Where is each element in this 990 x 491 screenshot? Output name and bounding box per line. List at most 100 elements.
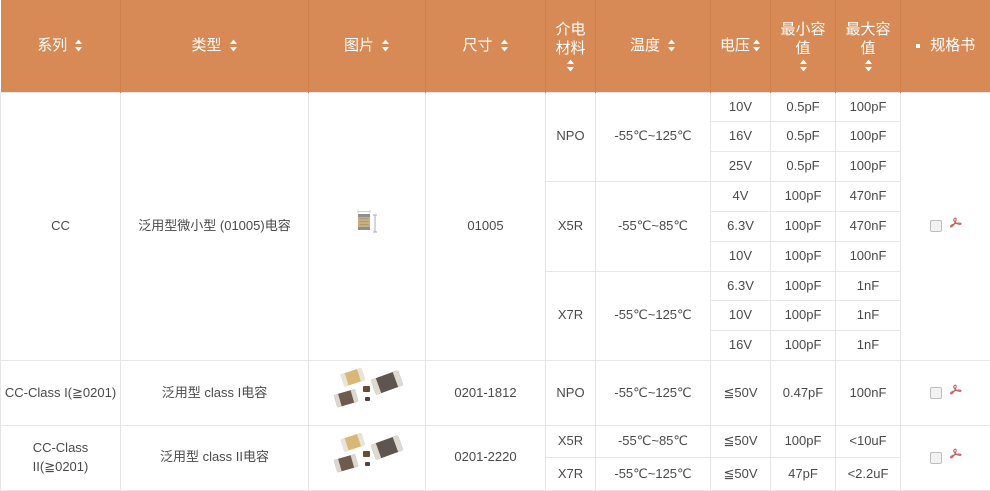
cell-voltage: 10V: [711, 92, 771, 122]
cell-dielectric: X5R: [546, 182, 596, 272]
sort-updown-icon[interactable]: [864, 59, 873, 72]
cell-type: 泛用型 class II电容: [121, 425, 309, 490]
spec-checkbox[interactable]: [930, 387, 942, 399]
spec-controls: [904, 384, 987, 403]
pdf-file-icon[interactable]: [949, 448, 962, 467]
cell-dielectric: X7R: [546, 458, 596, 490]
cell-temperature: -55℃~125℃: [596, 458, 711, 490]
cell-cap-min: 100pF: [771, 301, 836, 331]
column-header-capmin[interactable]: 最小容值: [771, 0, 836, 92]
cell-image[interactable]: [309, 425, 426, 490]
cell-cap-max: <2.2uF: [836, 458, 901, 490]
column-header-label: 尺寸: [462, 36, 492, 56]
cell-voltage: ≦50V: [711, 425, 771, 457]
cell-temperature: -55℃~125℃: [596, 361, 711, 426]
column-header-label: 类型: [191, 36, 221, 56]
cell-voltage: 16V: [711, 122, 771, 152]
sort-updown-icon[interactable]: [667, 39, 676, 52]
column-header-diel[interactable]: 介电材料: [546, 0, 596, 92]
cell-cap-min: 100pF: [771, 211, 836, 241]
column-header-label: 介电材料: [550, 20, 591, 59]
column-header-inner: 电压: [715, 36, 766, 56]
cell-cap-min: 0.5pF: [771, 92, 836, 122]
cell-cap-max: 100pF: [836, 92, 901, 122]
column-header-inner: 介电材料: [550, 20, 591, 72]
sort-updown-icon[interactable]: [229, 39, 238, 52]
cell-type: 泛用型微小型 (01005)电容: [121, 92, 309, 361]
spec-controls: [904, 217, 987, 236]
spec-checkbox[interactable]: [930, 220, 942, 232]
cell-voltage: 10V: [711, 241, 771, 271]
cell-voltage: 16V: [711, 331, 771, 361]
cell-voltage: ≦50V: [711, 458, 771, 490]
sort-updown-icon[interactable]: [566, 59, 575, 72]
column-header-series[interactable]: 系列: [1, 0, 121, 92]
cell-cap-max: 470nF: [836, 182, 901, 212]
cell-series: CC: [1, 92, 121, 361]
sort-updown-icon[interactable]: [752, 39, 761, 52]
cell-cap-max: 1nF: [836, 301, 901, 331]
column-header-volt[interactable]: 电压: [711, 0, 771, 92]
sort-updown-icon[interactable]: [74, 39, 83, 52]
cell-cap-min: 0.5pF: [771, 152, 836, 182]
cell-voltage: 6.3V: [711, 211, 771, 241]
cell-image[interactable]: [309, 361, 426, 426]
cell-cap-min: 100pF: [771, 271, 836, 301]
column-header-inner: 最小容值: [775, 20, 831, 72]
cell-spec-sheet: [901, 92, 990, 361]
cell-voltage: ≦50V: [711, 361, 771, 426]
column-header-temp[interactable]: 温度: [596, 0, 711, 92]
table-header: 系列 类型 图片 尺寸 介电材料 温度 电压最小容值最大容值规格书: [1, 0, 990, 92]
cell-voltage: 4V: [711, 182, 771, 212]
column-header-inner: 类型: [125, 36, 304, 56]
pdf-file-icon[interactable]: [949, 217, 962, 236]
cell-cap-max: 470nF: [836, 211, 901, 241]
cell-voltage: 6.3V: [711, 271, 771, 301]
cell-size: 0201-1812: [426, 361, 546, 426]
column-header-inner: 规格书: [905, 36, 987, 56]
required-bullet-icon: [916, 44, 920, 48]
column-header-label: 图片: [344, 36, 374, 56]
pdf-file-icon[interactable]: [949, 384, 962, 403]
cell-cap-min: 100pF: [771, 425, 836, 457]
cell-image[interactable]: [309, 92, 426, 361]
cell-dielectric: X7R: [546, 271, 596, 361]
cell-series: CC-Class I(≧0201): [1, 361, 121, 426]
column-header-inner: 最大容值: [840, 20, 896, 72]
spec-controls: [904, 448, 987, 467]
cell-temperature: -55℃~85℃: [596, 182, 711, 272]
sort-updown-icon[interactable]: [500, 39, 509, 52]
cell-temperature: -55℃~85℃: [596, 425, 711, 457]
column-header-type[interactable]: 类型: [121, 0, 309, 92]
cell-temperature: -55℃~125℃: [596, 92, 711, 182]
sort-updown-icon[interactable]: [799, 59, 808, 72]
cell-cap-min: 47pF: [771, 458, 836, 490]
cell-cap-max: 100nF: [836, 361, 901, 426]
cell-cap-max: 100nF: [836, 241, 901, 271]
column-header-label: 最小容值: [775, 20, 831, 59]
spec-checkbox[interactable]: [930, 452, 942, 464]
column-header-label: 系列: [37, 36, 67, 56]
product-photo: [312, 431, 422, 485]
column-header-label: 温度: [630, 36, 660, 56]
cell-spec-sheet: [901, 425, 990, 490]
cell-spec-sheet: [901, 361, 990, 426]
cell-cap-max: 1nF: [836, 271, 901, 301]
column-header-size[interactable]: 尺寸: [426, 0, 546, 92]
cell-cap-max: 100pF: [836, 122, 901, 152]
column-header-image[interactable]: 图片: [309, 0, 426, 92]
cell-cap-min: 0.5pF: [771, 122, 836, 152]
column-header-capmax[interactable]: 最大容值: [836, 0, 901, 92]
column-header-inner: 系列: [5, 36, 117, 56]
column-header-spec: 规格书: [901, 0, 990, 92]
cell-cap-min: 100pF: [771, 241, 836, 271]
sort-updown-icon[interactable]: [381, 39, 390, 52]
cell-cap-min: 100pF: [771, 331, 836, 361]
cell-cap-min: 100pF: [771, 182, 836, 212]
cell-series: CC-Class II(≧0201): [1, 425, 121, 490]
